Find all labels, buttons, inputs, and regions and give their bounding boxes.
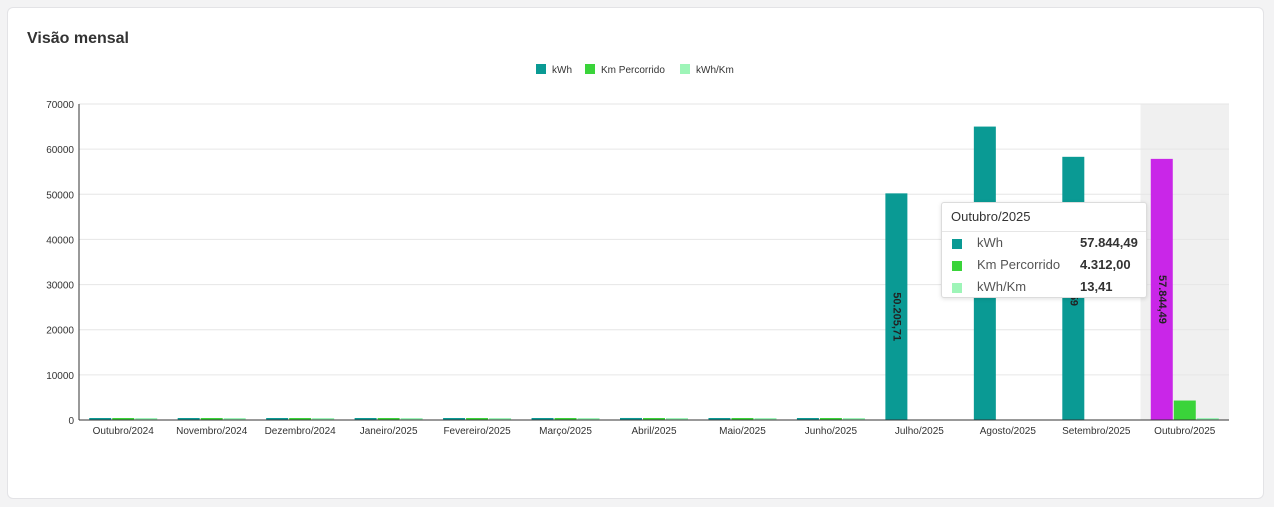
bar-km: [112, 418, 135, 420]
x-tick-label: Julho/2025: [895, 426, 944, 437]
x-tick-label: Setembro/2025: [1062, 426, 1131, 437]
bar-kwh-km: [489, 418, 512, 420]
tooltip-value: 57.844,49: [1080, 235, 1138, 250]
tooltip-divider: [942, 231, 1146, 232]
bar-km: [200, 418, 223, 420]
card-title: Visão mensal: [27, 30, 129, 47]
bar-kwh: [531, 418, 554, 420]
x-tick-label: Junho/2025: [805, 426, 858, 437]
bar-km: [377, 418, 400, 420]
tooltip-row-kwh-km: kWh/Km 13,41: [942, 279, 1146, 299]
bar-km: [1173, 400, 1196, 420]
x-tick-label: Outubro/2024: [93, 426, 155, 437]
tooltip-title: Outubro/2025: [951, 209, 1031, 224]
tooltip-value: 13,41: [1080, 279, 1113, 294]
bar-kwh-km: [842, 418, 865, 420]
bar-km: [731, 418, 754, 420]
data-label: 50.205,71: [890, 292, 902, 341]
bar-kwh-km: [223, 418, 246, 420]
legend-swatch: [680, 64, 690, 74]
x-tick-label: Janeiro/2025: [360, 426, 418, 437]
bar-kwh: [443, 418, 466, 420]
bar-kwh-km: [577, 418, 600, 420]
bar-km: [819, 418, 842, 420]
y-tick-label: 20000: [46, 326, 74, 337]
bar-kwh: [796, 418, 819, 420]
tooltip-row-km: Km Percorrido 4.312,00: [942, 257, 1146, 277]
y-tick-label: 60000: [46, 145, 74, 156]
data-label: 57.844,49: [1156, 275, 1168, 324]
x-tick-label: Março/2025: [539, 426, 592, 437]
tooltip-label: kWh: [977, 235, 1003, 250]
tooltip-swatch-km: [952, 261, 962, 271]
x-tick-label: Maio/2025: [719, 426, 766, 437]
legend-swatch: [536, 64, 546, 74]
bar-kwh-km: [400, 418, 423, 420]
tooltip-label: kWh/Km: [977, 279, 1027, 294]
bar-kwh: [620, 417, 642, 420]
bar-km: [289, 418, 312, 420]
tooltip-swatch-kwh-km: [952, 283, 962, 293]
bar-kwh-km: [754, 418, 777, 420]
y-tick-label: 10000: [46, 371, 74, 382]
legend-label: Km Percorrido: [601, 65, 665, 76]
tooltip-label: Km Percorrido: [977, 257, 1061, 272]
tooltip-value: 4.312,00: [1080, 257, 1131, 272]
x-tick-label: Outubro/2025: [1154, 426, 1216, 437]
bar-kwh-km: [312, 418, 335, 420]
chart-tooltip: Outubro/2025 kWh 57.844,49 Km Percorrido…: [941, 202, 1147, 298]
tooltip-row-kwh: kWh 57.844,49: [942, 235, 1146, 255]
y-tick-label: 70000: [46, 100, 74, 111]
x-tick-label: Abril/2025: [631, 426, 676, 437]
tooltip-swatch-kwh: [952, 239, 962, 249]
bar-km: [643, 418, 665, 420]
bar-kwh: [354, 418, 377, 420]
legend-label: kWh/Km: [696, 65, 734, 76]
legend-label: kWh: [552, 65, 572, 76]
bar-kwh: [885, 193, 908, 420]
y-tick-label: 40000: [46, 235, 74, 246]
x-tick-label: Agosto/2025: [980, 426, 1037, 437]
x-tick-label: Fevereiro/2025: [443, 426, 511, 437]
bar-kwh-km: [135, 418, 158, 420]
bar-km: [466, 418, 489, 420]
x-tick-label: Dezembro/2024: [265, 426, 337, 437]
bar-km: [554, 418, 577, 420]
bar-kwh-km: [1196, 418, 1219, 420]
bar-kwh: [177, 418, 200, 420]
bar-kwh: [89, 418, 112, 420]
bar-kwh: [266, 418, 289, 420]
x-tick-label: Novembro/2024: [176, 426, 248, 437]
y-tick-label: 0: [68, 416, 74, 427]
bar-kwh-km: [666, 418, 688, 420]
bar-kwh: [708, 418, 731, 420]
y-tick-label: 30000: [46, 281, 74, 292]
bar-kwh: [1150, 158, 1173, 420]
y-tick-label: 50000: [46, 190, 74, 201]
legend-swatch: [585, 64, 595, 74]
